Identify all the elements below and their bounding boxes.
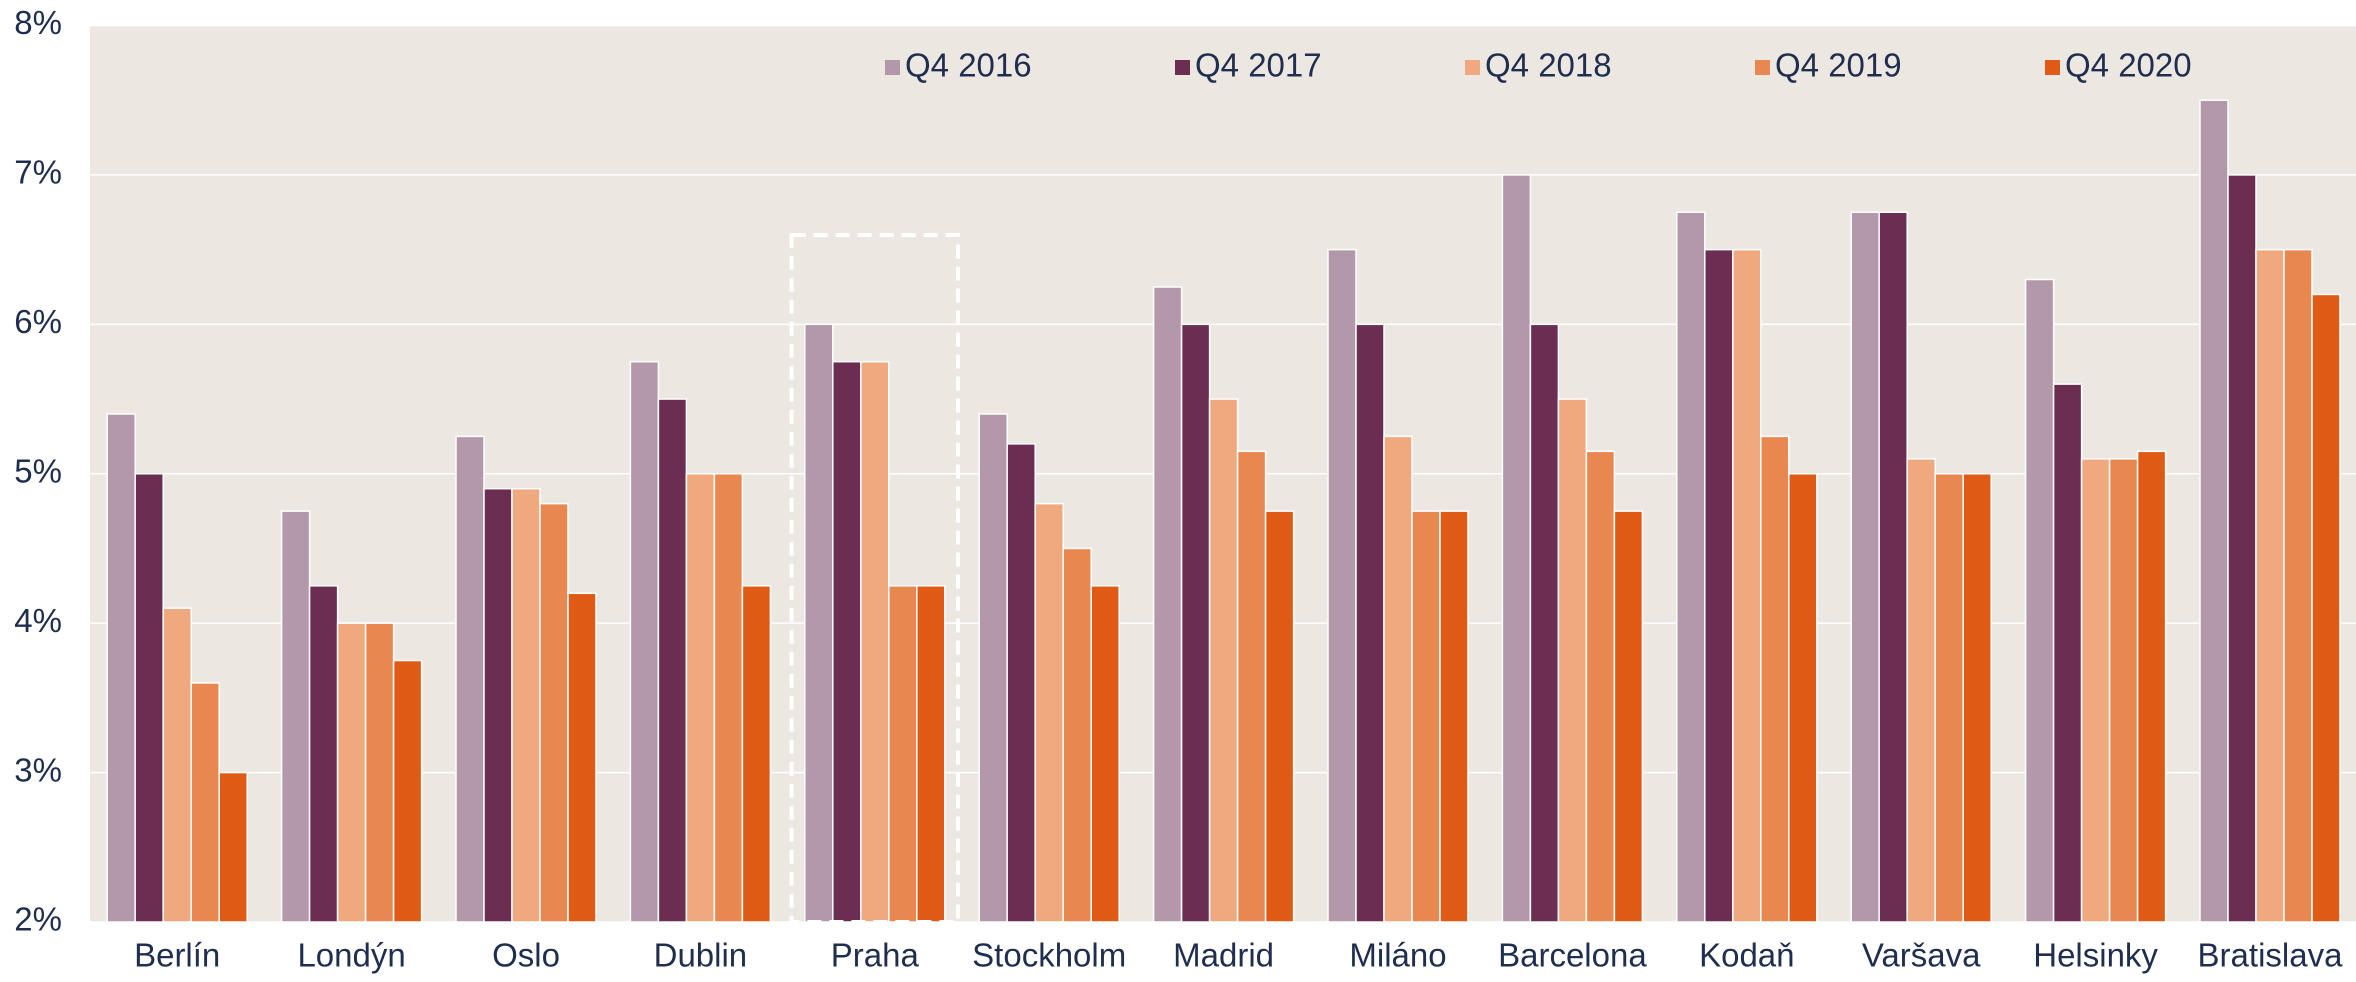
bar (1613, 510, 1644, 923)
bar (1760, 435, 1790, 923)
bar (1152, 286, 1183, 923)
bar (134, 473, 164, 923)
x-tick-label: Stockholm (972, 937, 1126, 974)
bar (741, 585, 772, 923)
bar (2283, 248, 2313, 923)
legend-label: Q4 2016 (905, 47, 1032, 84)
bar (1676, 211, 1706, 923)
bar (1439, 510, 1469, 923)
bar (860, 360, 890, 923)
bar (364, 622, 395, 923)
bar (1327, 248, 1357, 923)
bar (1850, 211, 1880, 923)
bar (1411, 510, 1441, 923)
bar (1090, 585, 1120, 923)
bar (2052, 383, 2083, 923)
y-tick-label: 6% (14, 303, 62, 340)
bar (336, 622, 367, 923)
bar (511, 487, 541, 923)
bar (308, 585, 339, 923)
bar (1006, 443, 1036, 923)
x-tick-label: Varšava (1862, 937, 1981, 974)
bar (2199, 99, 2229, 923)
bar (162, 607, 192, 923)
y-tick-label: 8% (14, 4, 62, 41)
bar (2024, 278, 2055, 923)
legend-label: Q4 2020 (2065, 47, 2192, 84)
bar (1962, 473, 1992, 923)
bar (685, 473, 716, 923)
y-tick-label: 2% (14, 901, 62, 938)
bar (1355, 323, 1385, 923)
bar (1264, 510, 1295, 923)
bar (1062, 547, 1092, 923)
bar (2311, 293, 2341, 923)
bar (2227, 174, 2257, 923)
x-tick-label: Berlín (134, 937, 220, 974)
bar (1383, 435, 1413, 923)
bar (629, 360, 660, 923)
x-tick-label: Praha (831, 937, 920, 974)
bar (1704, 248, 1734, 923)
bar (1557, 398, 1588, 923)
x-tick-label: Bratislava (2198, 937, 2344, 974)
bar (1906, 458, 1936, 923)
bar (2136, 450, 2167, 923)
legend-swatch (2045, 60, 2060, 75)
bar (2080, 458, 2111, 923)
bar (1585, 450, 1616, 923)
legend-swatch (1465, 60, 1480, 75)
x-tick-label: Madrid (1173, 937, 1274, 974)
y-tick-label: 4% (14, 602, 62, 639)
x-tick-label: Helsinky (2033, 937, 2158, 974)
bar (2108, 458, 2139, 923)
x-tick-label: Dublin (654, 937, 748, 974)
bar (978, 413, 1008, 923)
bar (455, 435, 485, 923)
bar (1934, 473, 1964, 923)
bar (1034, 502, 1064, 923)
bar (1501, 174, 1532, 923)
bar (1732, 248, 1762, 923)
bar (804, 323, 834, 923)
x-tick-label: Barcelona (1498, 937, 1647, 974)
bar (916, 585, 946, 923)
x-tick-label: Kodaň (1699, 937, 1794, 974)
x-tick-label: Londýn (297, 937, 405, 974)
bar (1878, 211, 1908, 923)
y-tick-label: 7% (14, 154, 62, 191)
bar (218, 771, 248, 923)
bar (832, 360, 862, 923)
legend-label: Q4 2017 (1195, 47, 1322, 84)
bar (392, 659, 423, 923)
bar (1529, 323, 1560, 923)
bar (1236, 450, 1267, 923)
bar (1788, 473, 1818, 923)
y-tick-label: 3% (14, 751, 62, 788)
y-tick-label: 5% (14, 452, 62, 489)
legend-label: Q4 2019 (1775, 47, 1902, 84)
bar (106, 413, 136, 923)
bar (280, 510, 311, 923)
bar (1180, 323, 1211, 923)
bar (567, 592, 597, 923)
bar (539, 502, 569, 923)
x-tick-label: Miláno (1349, 937, 1446, 974)
bar (2255, 248, 2285, 923)
highlight-box (789, 233, 960, 924)
bar (713, 473, 744, 923)
legend-swatch (1755, 60, 1770, 75)
legend-swatch (885, 60, 900, 75)
bar (1208, 398, 1239, 923)
x-tick-label: Oslo (492, 937, 560, 974)
legend-label: Q4 2018 (1485, 47, 1612, 84)
legend-swatch (1175, 60, 1190, 75)
bar (657, 398, 688, 923)
bar (190, 682, 220, 923)
bar (483, 487, 513, 923)
bar (888, 585, 918, 923)
